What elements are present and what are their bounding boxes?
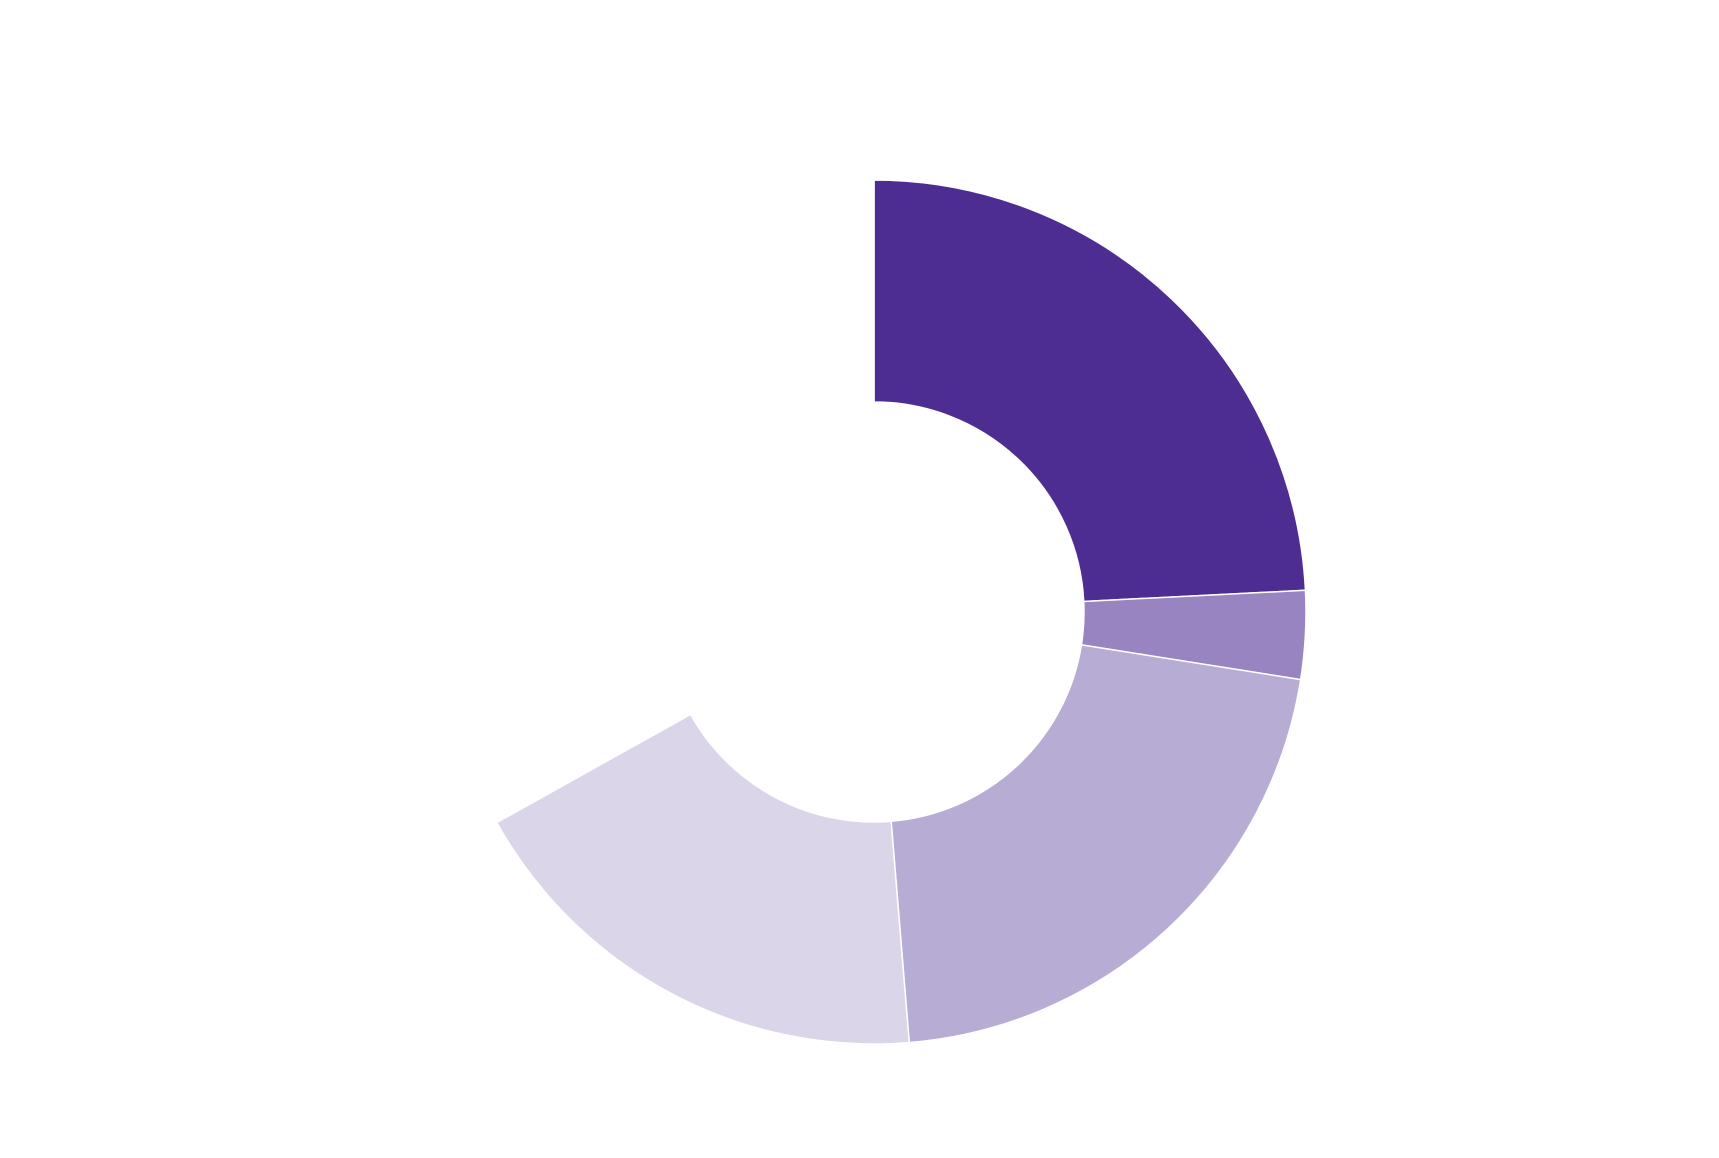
donut-slice-5 [441,179,875,824]
donut-slices [441,179,1307,1045]
donut-slice-1 [873,179,1307,603]
donut-slice-3 [890,643,1302,1044]
donut-slice-4 [495,713,911,1045]
